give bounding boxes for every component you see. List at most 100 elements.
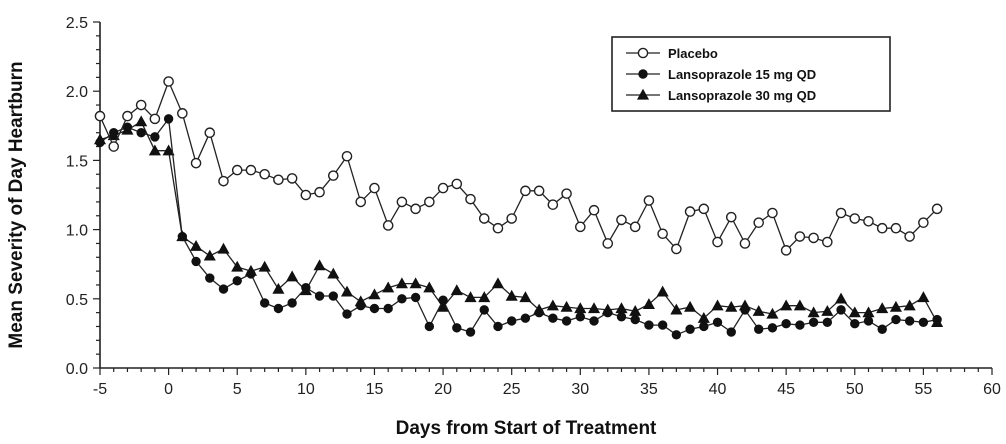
legend-label-placebo: Placebo xyxy=(668,46,718,61)
data-point-placebo xyxy=(94,110,106,122)
data-point-lansoprazole-15-mg-qd xyxy=(891,314,901,325)
data-point-lansoprazole-15-mg-qd xyxy=(493,321,503,332)
y-tick-label: 2.0 xyxy=(66,84,88,101)
data-point-placebo xyxy=(890,222,902,234)
x-tick-label: 35 xyxy=(640,381,658,398)
data-point-lansoprazole-30-mg-qd xyxy=(560,300,573,312)
data-point-placebo xyxy=(725,211,737,223)
data-point-placebo xyxy=(808,232,819,244)
data-point-lansoprazole-15-mg-qd xyxy=(506,316,517,326)
series-layer xyxy=(93,76,944,340)
data-point-placebo xyxy=(204,127,216,139)
data-point-placebo xyxy=(849,213,861,224)
data-point-placebo xyxy=(876,222,888,234)
data-point-placebo xyxy=(835,207,847,219)
y-axis-title: Mean Severity of Day Heartburn xyxy=(6,61,27,348)
data-point-lansoprazole-30-mg-qd xyxy=(642,298,655,309)
data-point-placebo xyxy=(753,217,765,228)
data-point-lansoprazole-15-mg-qd xyxy=(932,314,942,325)
data-point-lansoprazole-30-mg-qd xyxy=(711,299,724,311)
data-point-lansoprazole-30-mg-qd xyxy=(546,299,559,311)
data-point-lansoprazole-30-mg-qd xyxy=(505,289,518,301)
data-point-placebo xyxy=(149,113,161,125)
data-point-lansoprazole-30-mg-qd xyxy=(395,277,408,289)
data-point-placebo xyxy=(780,245,792,256)
data-point-lansoprazole-15-mg-qd xyxy=(795,320,805,330)
data-point-lansoprazole-15-mg-qd xyxy=(410,292,421,303)
data-point-lansoprazole-30-mg-qd xyxy=(752,305,765,316)
data-point-placebo xyxy=(492,222,504,234)
data-point-lansoprazole-15-mg-qd xyxy=(246,269,256,279)
y-tick-label: 1.0 xyxy=(66,223,88,240)
data-point-lansoprazole-15-mg-qd xyxy=(808,317,819,328)
series-lansoprazole-30-mg-qd xyxy=(93,115,944,327)
data-point-placebo xyxy=(547,199,559,210)
data-point-lansoprazole-15-mg-qd xyxy=(561,316,572,326)
data-point-lansoprazole-15-mg-qd xyxy=(95,137,105,148)
data-point-placebo xyxy=(657,228,668,240)
data-point-lansoprazole-15-mg-qd xyxy=(630,314,640,325)
data-point-lansoprazole-15-mg-qd xyxy=(177,231,188,242)
data-point-placebo xyxy=(259,168,270,180)
data-point-lansoprazole-15-mg-qd xyxy=(356,301,366,311)
data-point-placebo xyxy=(698,203,710,215)
data-point-lansoprazole-15-mg-qd xyxy=(273,303,284,314)
x-tick-label: 15 xyxy=(366,381,384,398)
data-point-lansoprazole-30-mg-qd xyxy=(821,305,834,316)
data-point-placebo xyxy=(369,182,380,194)
data-point-lansoprazole-15-mg-qd xyxy=(534,307,544,318)
data-point-placebo xyxy=(616,214,627,226)
data-point-lansoprazole-15-mg-qd xyxy=(863,316,874,326)
data-point-placebo xyxy=(904,231,915,242)
data-point-placebo xyxy=(245,164,257,176)
data-point-lansoprazole-15-mg-qd xyxy=(726,327,736,337)
data-point-lansoprazole-15-mg-qd xyxy=(150,132,160,142)
data-point-placebo xyxy=(506,213,517,224)
data-point-placebo xyxy=(767,207,778,219)
data-point-lansoprazole-15-mg-qd xyxy=(699,321,709,332)
data-point-lansoprazole-30-mg-qd xyxy=(327,267,340,279)
data-point-lansoprazole-15-mg-qd xyxy=(383,303,393,314)
data-point-placebo xyxy=(671,243,682,255)
data-point-lansoprazole-15-mg-qd xyxy=(191,256,201,267)
data-point-lansoprazole-15-mg-qd xyxy=(205,273,215,283)
data-point-lansoprazole-15-mg-qd xyxy=(163,114,174,124)
data-point-lansoprazole-30-mg-qd xyxy=(917,291,930,303)
data-point-placebo xyxy=(341,150,353,162)
x-tick-label: 60 xyxy=(983,381,1001,398)
data-point-lansoprazole-30-mg-qd xyxy=(203,249,216,261)
data-point-lansoprazole-30-mg-qd xyxy=(725,300,738,312)
x-axis-title: Days from Start of Treatment xyxy=(396,418,657,439)
data-point-lansoprazole-30-mg-qd xyxy=(491,277,505,289)
data-point-lansoprazole-30-mg-qd xyxy=(656,285,669,297)
data-point-lansoprazole-15-mg-qd xyxy=(657,320,668,330)
data-point-lansoprazole-30-mg-qd xyxy=(190,239,203,251)
data-point-lansoprazole-15-mg-qd xyxy=(342,309,352,319)
data-point-placebo xyxy=(135,99,147,111)
data-point-lansoprazole-15-mg-qd xyxy=(287,298,297,308)
data-point-lansoprazole-15-mg-qd xyxy=(479,305,489,315)
data-point-lansoprazole-15-mg-qd xyxy=(218,284,229,294)
data-point-lansoprazole-15-mg-qd xyxy=(136,128,146,138)
data-point-lansoprazole-30-mg-qd xyxy=(231,260,244,272)
x-tick-label: 40 xyxy=(709,381,727,398)
data-point-lansoprazole-30-mg-qd xyxy=(423,281,436,293)
legend-marker-placebo xyxy=(637,47,649,59)
data-point-placebo xyxy=(300,189,312,201)
data-point-placebo xyxy=(382,220,394,231)
data-point-lansoprazole-30-mg-qd xyxy=(615,302,628,314)
data-point-lansoprazole-30-mg-qd xyxy=(684,300,697,312)
data-point-lansoprazole-15-mg-qd xyxy=(767,323,778,333)
data-point-lansoprazole-30-mg-qd xyxy=(670,303,683,315)
data-point-placebo xyxy=(231,164,243,176)
data-point-lansoprazole-15-mg-qd xyxy=(918,317,929,328)
data-point-lansoprazole-15-mg-qd xyxy=(589,316,599,326)
data-point-placebo xyxy=(355,196,367,208)
data-point-lansoprazole-15-mg-qd xyxy=(712,317,723,328)
data-point-placebo xyxy=(684,206,696,217)
data-point-lansoprazole-30-mg-qd xyxy=(889,300,902,312)
data-point-placebo xyxy=(108,141,120,152)
data-point-placebo xyxy=(931,203,943,215)
data-point-lansoprazole-30-mg-qd xyxy=(780,299,793,311)
x-tick-label: 20 xyxy=(434,381,452,398)
